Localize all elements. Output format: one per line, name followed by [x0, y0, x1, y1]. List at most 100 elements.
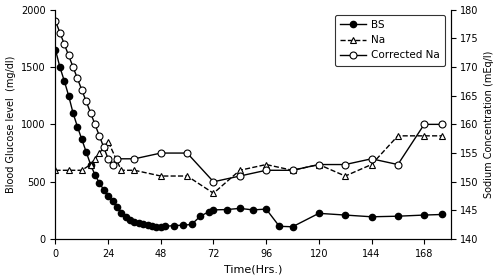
Na: [118, 169, 124, 172]
BS: [237, 207, 243, 210]
BS: [316, 212, 322, 215]
BS: [263, 207, 269, 211]
Corrected Na: [290, 169, 296, 172]
Corrected Na: [83, 100, 89, 103]
BS: [206, 210, 212, 213]
Corrected Na: [439, 123, 445, 126]
Corrected Na: [421, 123, 427, 126]
Corrected Na: [368, 157, 374, 160]
BS: [368, 215, 374, 218]
BS: [132, 220, 138, 224]
BS: [136, 222, 142, 225]
BS: [100, 188, 106, 192]
Corrected Na: [105, 157, 111, 160]
BS: [144, 224, 150, 227]
BS: [122, 216, 128, 219]
Na: [66, 169, 71, 172]
BS: [276, 225, 282, 228]
Corrected Na: [263, 169, 269, 172]
Y-axis label: Sodium Concentration (mEq/l): Sodium Concentration (mEq/l): [484, 51, 494, 198]
Corrected Na: [79, 88, 85, 92]
Corrected Na: [184, 151, 190, 155]
Na: [421, 134, 427, 137]
BS: [70, 111, 76, 115]
Corrected Na: [74, 77, 80, 80]
Na: [92, 157, 98, 160]
BS: [149, 224, 155, 228]
Line: Corrected Na: Corrected Na: [52, 18, 445, 185]
Corrected Na: [237, 174, 243, 178]
Corrected Na: [342, 163, 348, 166]
Y-axis label: Blood Glucose level  (mg/dl): Blood Glucose level (mg/dl): [6, 56, 16, 193]
Corrected Na: [158, 151, 164, 155]
BS: [110, 200, 116, 203]
Na: [395, 134, 401, 137]
BS: [79, 137, 85, 141]
BS: [342, 213, 348, 217]
Na: [316, 163, 322, 166]
BS: [188, 223, 194, 226]
Na: [210, 192, 216, 195]
BS: [158, 225, 164, 228]
BS: [224, 208, 230, 211]
Na: [368, 163, 374, 166]
Corrected Na: [316, 163, 322, 166]
BS: [92, 173, 98, 177]
BS: [290, 225, 296, 228]
Corrected Na: [61, 42, 67, 46]
Legend: BS, Na, Corrected Na: BS, Na, Corrected Na: [335, 15, 446, 66]
Corrected Na: [88, 111, 94, 115]
Corrected Na: [395, 163, 401, 166]
Na: [79, 169, 85, 172]
BS: [140, 223, 146, 226]
BS: [421, 213, 427, 217]
Na: [105, 140, 111, 143]
Na: [342, 174, 348, 178]
Line: Na: Na: [52, 132, 445, 197]
BS: [162, 225, 168, 228]
Corrected Na: [70, 65, 76, 69]
BS: [83, 150, 89, 154]
BS: [250, 208, 256, 212]
BS: [57, 65, 63, 69]
Na: [263, 163, 269, 166]
BS: [127, 219, 133, 222]
BS: [395, 214, 401, 218]
Corrected Na: [114, 157, 120, 160]
Corrected Na: [210, 180, 216, 183]
Na: [100, 146, 106, 149]
BS: [66, 94, 71, 97]
Na: [158, 174, 164, 178]
Na: [290, 169, 296, 172]
Corrected Na: [110, 163, 116, 166]
Na: [52, 169, 59, 172]
Corrected Na: [66, 54, 71, 57]
BS: [198, 214, 203, 218]
X-axis label: Time(Hrs.): Time(Hrs.): [224, 264, 282, 274]
BS: [118, 211, 124, 214]
Corrected Na: [100, 146, 106, 149]
BS: [154, 225, 160, 228]
Corrected Na: [52, 19, 59, 23]
Line: BS: BS: [52, 46, 445, 230]
Na: [132, 169, 138, 172]
Na: [96, 151, 102, 155]
Na: [184, 174, 190, 178]
BS: [61, 79, 67, 82]
BS: [105, 194, 111, 197]
Na: [439, 134, 445, 137]
Corrected Na: [96, 134, 102, 137]
Corrected Na: [92, 123, 98, 126]
Na: [237, 169, 243, 172]
Corrected Na: [57, 31, 63, 34]
BS: [180, 223, 186, 227]
BS: [210, 208, 216, 212]
BS: [439, 213, 445, 216]
BS: [88, 163, 94, 166]
BS: [74, 125, 80, 128]
BS: [52, 48, 59, 52]
Na: [88, 163, 94, 166]
BS: [171, 224, 177, 227]
Corrected Na: [132, 157, 138, 160]
BS: [114, 205, 120, 209]
